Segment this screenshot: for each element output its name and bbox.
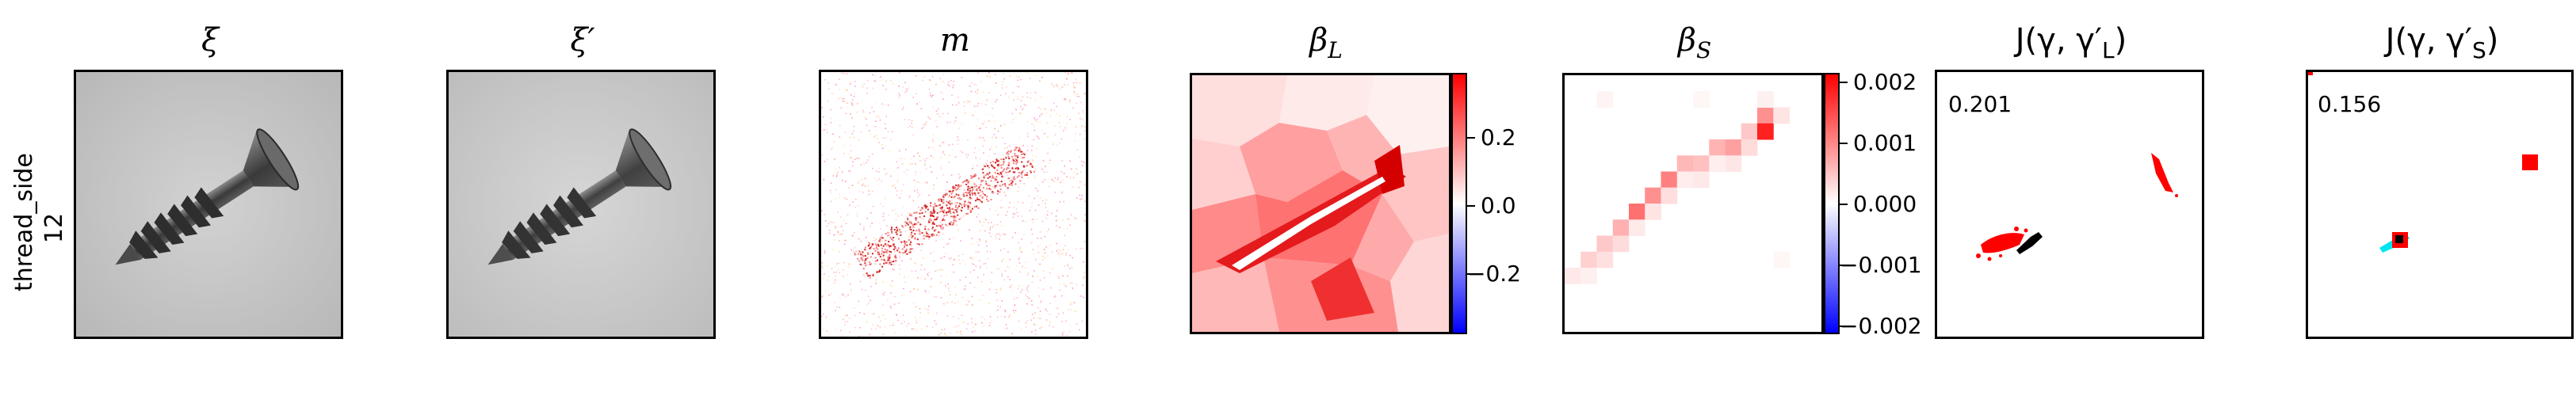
panel-title-j-s: J(γ, γ′S) xyxy=(2385,22,2499,63)
score-s: 0.156 xyxy=(2318,91,2382,117)
overlap-map-s xyxy=(2308,72,2571,337)
colorbar-beta-s-tick-3: 0.000 xyxy=(1853,191,1917,217)
panel-title-beta-l: βL xyxy=(1309,22,1343,63)
panel-title-xi: ξ xyxy=(201,22,220,59)
score-l: 0.201 xyxy=(1948,91,2012,117)
image-panel-m xyxy=(819,70,1088,339)
colorbar-beta-l-tick-2: 0.0 xyxy=(1481,192,1516,219)
row-label-line-1: thread_side xyxy=(10,153,38,291)
image-panel-xi xyxy=(74,70,343,339)
colorbar-beta-l-tick-1: 0.2 xyxy=(1481,124,1516,150)
overlap-map-l xyxy=(1937,72,2202,337)
row-label-line-2: 12 xyxy=(40,212,68,244)
colorbar-beta-l xyxy=(1451,73,1467,334)
colorbar-beta-s-tick-2: 0.001 xyxy=(1853,130,1917,156)
colorbar-beta-l-tick-3: −0.2 xyxy=(1467,261,1521,287)
panel-title-m: m xyxy=(940,22,970,59)
colorbar-beta-s xyxy=(1824,73,1840,334)
image-panel-xi-prime xyxy=(446,70,716,339)
screw-image-xi-prime xyxy=(449,72,713,337)
overlap-panel-j-s: 0.156 xyxy=(2306,70,2574,339)
overlap-panel-j-l: 0.201 xyxy=(1935,70,2204,339)
colorbar-beta-s-tick-4: −0.001 xyxy=(1840,252,1922,278)
beta-l-superpixel-map xyxy=(1192,75,1449,332)
panel-title-xi-prime: ξ′ xyxy=(570,22,595,59)
screw-image-xi xyxy=(76,72,341,337)
heatmap-panel-beta-s xyxy=(1562,73,1824,334)
panel-title-j-l: J(γ, γ′L) xyxy=(2015,22,2127,63)
colorbar-beta-s-tick-1: 0.002 xyxy=(1853,69,1917,95)
beta-s-grid-map xyxy=(1565,75,1821,332)
heatmap-panel-beta-l xyxy=(1190,73,1451,334)
difference-map xyxy=(821,72,1086,337)
panel-title-beta-s: βS xyxy=(1677,22,1712,63)
colorbar-beta-s-tick-5: −0.002 xyxy=(1840,313,1922,339)
